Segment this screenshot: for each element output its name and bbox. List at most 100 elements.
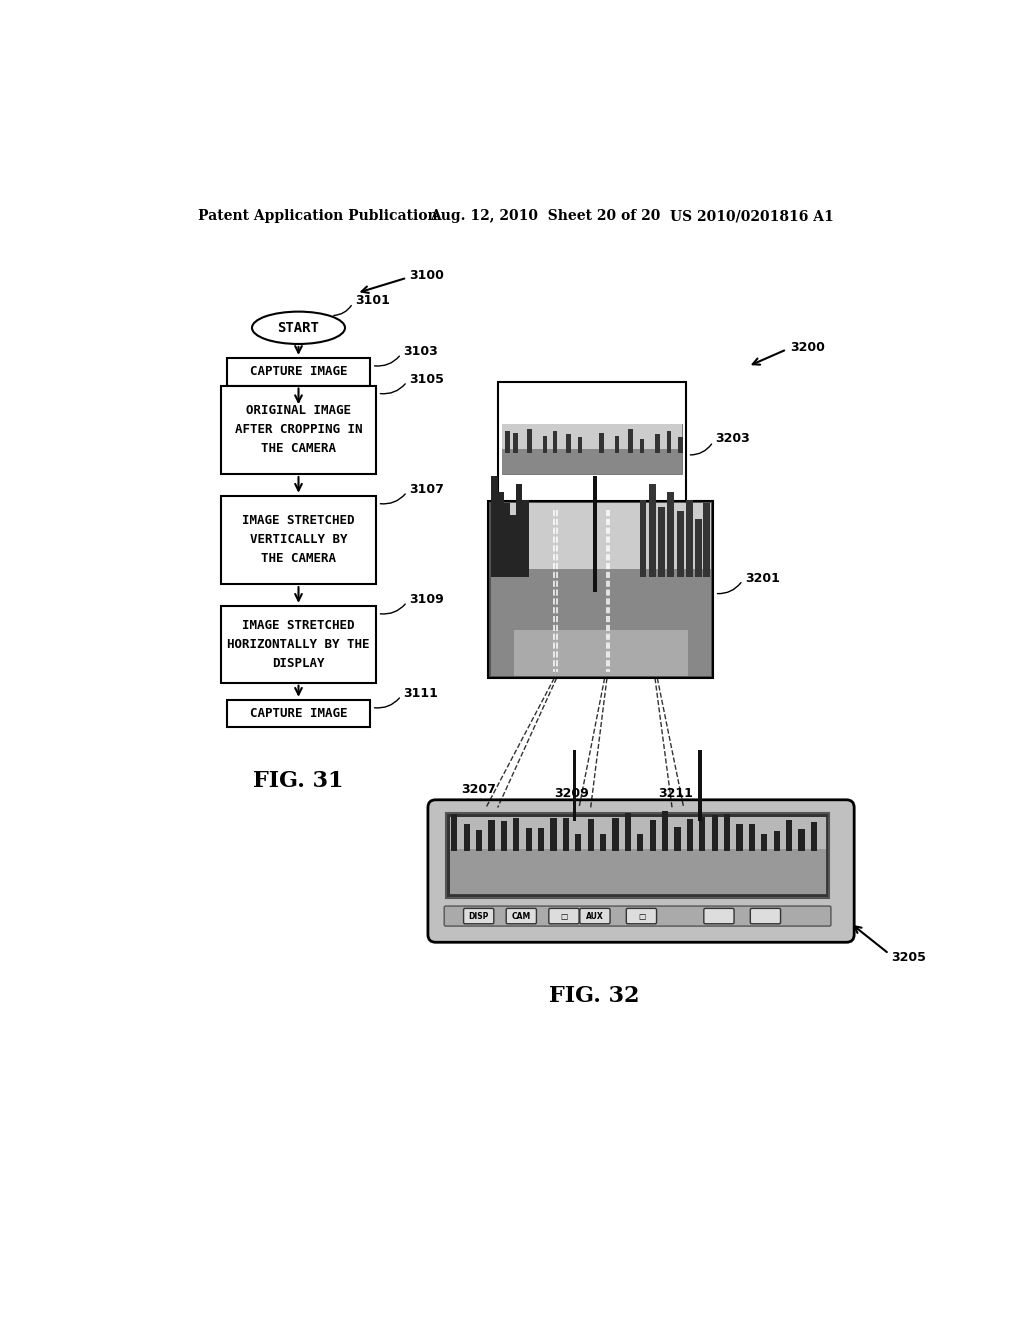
Text: US 2010/0201816 A1: US 2010/0201816 A1 [671,209,835,223]
FancyBboxPatch shape [640,438,644,453]
Text: 3207: 3207 [461,783,496,796]
FancyBboxPatch shape [761,834,767,850]
FancyBboxPatch shape [736,824,742,850]
FancyBboxPatch shape [799,829,805,850]
FancyBboxPatch shape [773,830,779,850]
FancyBboxPatch shape [506,430,510,453]
FancyBboxPatch shape [226,358,371,385]
FancyBboxPatch shape [549,908,579,924]
FancyBboxPatch shape [600,834,606,850]
FancyBboxPatch shape [543,436,547,453]
Text: 3105: 3105 [410,372,444,385]
Text: CAPTURE IMAGE: CAPTURE IMAGE [250,366,347,379]
FancyBboxPatch shape [566,434,570,453]
FancyBboxPatch shape [502,449,682,474]
Text: CAPTURE IMAGE: CAPTURE IMAGE [250,708,347,721]
FancyBboxPatch shape [464,825,470,850]
Text: 3209: 3209 [554,787,589,800]
FancyBboxPatch shape [695,519,702,577]
Text: DISP: DISP [469,912,488,920]
FancyBboxPatch shape [703,503,710,577]
FancyBboxPatch shape [490,477,498,577]
FancyBboxPatch shape [503,503,510,577]
FancyBboxPatch shape [221,496,376,585]
Text: □: □ [638,912,645,920]
Text: 3101: 3101 [355,293,390,306]
Text: Patent Application Publication: Patent Application Publication [198,209,437,223]
FancyBboxPatch shape [699,817,706,850]
FancyBboxPatch shape [572,750,575,821]
FancyBboxPatch shape [599,433,604,453]
FancyBboxPatch shape [751,908,780,924]
FancyBboxPatch shape [628,429,633,453]
FancyBboxPatch shape [588,818,594,850]
FancyBboxPatch shape [580,908,610,924]
FancyBboxPatch shape [550,817,557,850]
FancyBboxPatch shape [501,821,507,850]
FancyBboxPatch shape [649,820,655,850]
FancyBboxPatch shape [687,818,693,850]
FancyBboxPatch shape [450,849,825,894]
Text: □: □ [560,912,567,920]
Text: 3203: 3203 [716,432,751,445]
Text: 3201: 3201 [744,572,779,585]
FancyBboxPatch shape [749,825,755,850]
FancyBboxPatch shape [649,484,655,577]
FancyBboxPatch shape [655,434,659,453]
FancyBboxPatch shape [527,429,531,453]
FancyBboxPatch shape [509,515,516,577]
FancyBboxPatch shape [497,492,504,577]
FancyBboxPatch shape [563,817,569,850]
FancyBboxPatch shape [612,817,618,850]
FancyBboxPatch shape [490,503,711,569]
Text: FIG. 31: FIG. 31 [253,771,344,792]
Text: 3107: 3107 [410,483,444,496]
FancyBboxPatch shape [668,492,675,577]
Text: ORIGINAL IMAGE
AFTER CROPPING IN
THE CAMERA: ORIGINAL IMAGE AFTER CROPPING IN THE CAM… [234,404,362,455]
Text: IMAGE STRETCHED
HORIZONTALLY BY THE
DISPLAY: IMAGE STRETCHED HORIZONTALLY BY THE DISP… [227,619,370,669]
Text: IMAGE STRETCHED
VERTICALLY BY
THE CAMERA: IMAGE STRETCHED VERTICALLY BY THE CAMERA [243,515,354,565]
FancyBboxPatch shape [525,828,531,850]
FancyBboxPatch shape [488,820,495,850]
FancyBboxPatch shape [662,810,669,850]
FancyBboxPatch shape [444,906,830,927]
FancyBboxPatch shape [786,820,793,850]
FancyBboxPatch shape [515,484,522,577]
FancyBboxPatch shape [445,813,829,898]
FancyBboxPatch shape [452,813,458,850]
FancyBboxPatch shape [712,816,718,850]
FancyBboxPatch shape [513,818,519,850]
Text: 3200: 3200 [791,341,825,354]
FancyBboxPatch shape [502,424,682,449]
FancyBboxPatch shape [640,499,646,577]
FancyBboxPatch shape [625,813,631,850]
FancyBboxPatch shape [513,433,518,453]
FancyBboxPatch shape [450,817,825,849]
FancyBboxPatch shape [593,477,597,591]
FancyBboxPatch shape [221,385,376,474]
FancyBboxPatch shape [698,750,701,821]
Text: 3211: 3211 [658,787,693,800]
Text: START: START [278,321,319,335]
FancyBboxPatch shape [627,908,656,924]
FancyBboxPatch shape [226,700,371,727]
FancyBboxPatch shape [490,569,711,676]
FancyBboxPatch shape [578,437,583,453]
FancyBboxPatch shape [575,834,582,850]
FancyBboxPatch shape [703,908,734,924]
FancyBboxPatch shape [553,430,557,453]
FancyBboxPatch shape [490,503,711,676]
FancyBboxPatch shape [667,430,672,453]
Text: AUX: AUX [586,912,604,920]
FancyBboxPatch shape [502,424,682,474]
Text: 3103: 3103 [403,345,438,358]
Text: FIG. 32: FIG. 32 [549,985,640,1007]
FancyBboxPatch shape [464,908,494,924]
Text: 3100: 3100 [410,269,444,282]
FancyBboxPatch shape [614,436,620,453]
FancyBboxPatch shape [724,814,730,850]
FancyBboxPatch shape [221,606,376,682]
FancyBboxPatch shape [521,499,528,577]
FancyBboxPatch shape [677,511,684,577]
FancyBboxPatch shape [538,828,544,850]
